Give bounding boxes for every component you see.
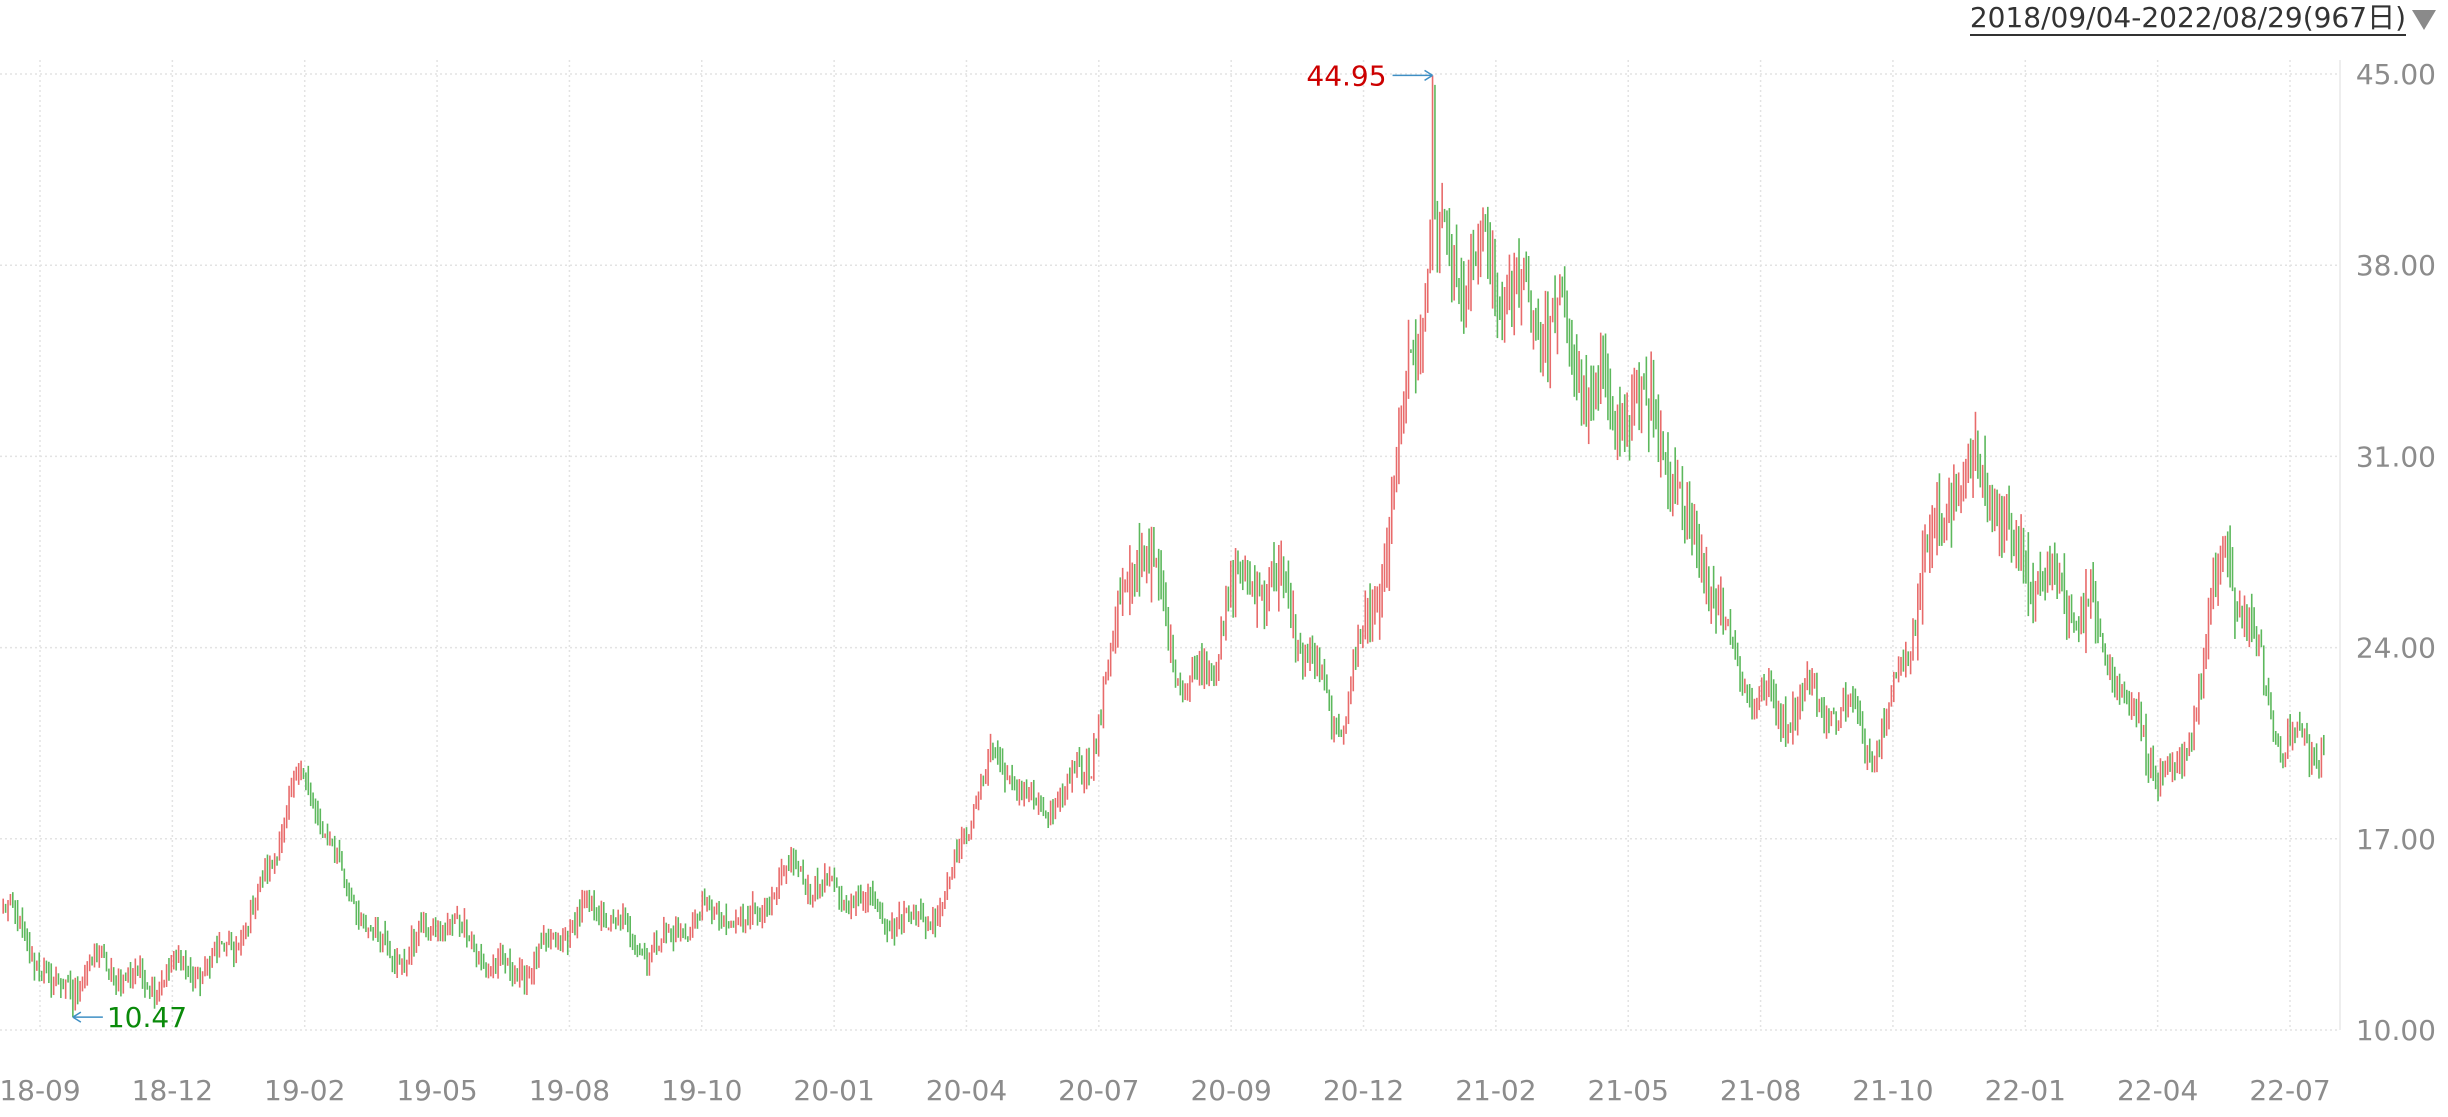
x-tick-label: 21-02 bbox=[1455, 1074, 1536, 1107]
x-tick-label: 18-12 bbox=[132, 1074, 213, 1107]
x-tick-label: 21-05 bbox=[1588, 1074, 1669, 1107]
extreme-markers: 44.95 10.47 bbox=[72, 59, 1433, 1034]
x-tick-label: 22-07 bbox=[2249, 1074, 2330, 1107]
x-tick-label: 20-12 bbox=[1323, 1074, 1404, 1107]
x-tick-label: 21-10 bbox=[1852, 1074, 1933, 1107]
x-tick-label: 19-10 bbox=[661, 1074, 742, 1107]
candle-bars bbox=[2, 75, 2325, 1018]
x-tick-label: 19-05 bbox=[396, 1074, 477, 1107]
axis-labels: 45.00 38.00 31.00 24.00 17.00 10.00 18-09 18-12… bbox=[0, 58, 2436, 1107]
y-tick-label: 45.00 bbox=[2356, 58, 2436, 91]
date-range-selector[interactable]: 2018/09/04-2022/08/29(967日) bbox=[1969, 0, 2436, 38]
max-marker-arrow bbox=[1424, 69, 1433, 82]
y-tick-label: 38.00 bbox=[2356, 249, 2436, 282]
x-tick-label: 21-08 bbox=[1720, 1074, 1801, 1107]
min-marker-arrow bbox=[72, 1011, 82, 1023]
y-tick-label: 17.00 bbox=[2356, 823, 2436, 856]
x-tick-label: 20-07 bbox=[1058, 1074, 1139, 1107]
min-value-label: 10.47 bbox=[107, 1001, 187, 1034]
y-tick-label: 31.00 bbox=[2356, 440, 2436, 473]
x-tick-label: 19-08 bbox=[529, 1074, 610, 1107]
x-tick-label: 18-09 bbox=[0, 1074, 81, 1107]
x-tick-label: 20-09 bbox=[1190, 1074, 1271, 1107]
triangle-down-icon[interactable] bbox=[2412, 10, 2436, 30]
x-tick-label: 22-01 bbox=[1985, 1074, 2066, 1107]
grid-lines bbox=[0, 60, 2341, 1031]
max-value-label: 44.95 bbox=[1306, 59, 1386, 92]
x-tick-label: 20-01 bbox=[793, 1074, 874, 1107]
y-tick-label: 10.00 bbox=[2356, 1014, 2436, 1047]
x-tick-label: 19-02 bbox=[264, 1074, 345, 1107]
x-tick-label: 20-04 bbox=[926, 1074, 1007, 1107]
y-tick-label: 24.00 bbox=[2356, 632, 2436, 665]
date-range-label[interactable]: 2018/09/04-2022/08/29(967日) bbox=[1969, 1, 2406, 36]
x-tick-label: 22-04 bbox=[2117, 1074, 2198, 1107]
